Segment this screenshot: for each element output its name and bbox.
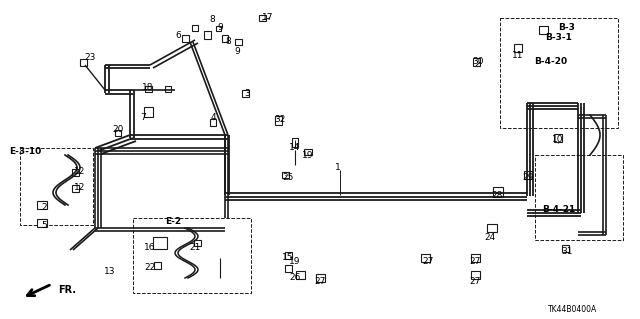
Bar (285, 264, 291, 271)
Text: 19: 19 (289, 257, 301, 266)
Bar (554, 134, 562, 142)
Bar (316, 274, 324, 282)
Bar (37, 219, 47, 227)
Bar (285, 251, 291, 258)
Bar (304, 149, 312, 155)
Bar (72, 168, 79, 175)
Text: 4: 4 (210, 114, 216, 122)
Text: 14: 14 (289, 144, 301, 152)
Bar (204, 31, 211, 39)
Bar (514, 44, 522, 52)
Bar (143, 107, 152, 117)
Bar (538, 26, 547, 34)
Bar (470, 271, 479, 279)
Bar (79, 58, 86, 65)
Bar (37, 201, 47, 209)
Text: 15: 15 (282, 254, 294, 263)
Text: 13: 13 (104, 268, 116, 277)
Text: 9: 9 (217, 24, 223, 33)
Text: 27: 27 (422, 257, 434, 266)
Text: 12: 12 (74, 167, 86, 176)
Bar (72, 184, 79, 191)
Bar (193, 240, 200, 246)
Text: FR.: FR. (58, 285, 76, 295)
Text: 9: 9 (234, 48, 240, 56)
Text: B-3-1: B-3-1 (545, 33, 572, 42)
Text: 26: 26 (289, 273, 301, 283)
Text: 17: 17 (262, 13, 274, 23)
Text: 24: 24 (484, 234, 495, 242)
Bar (275, 115, 282, 124)
Text: 11: 11 (512, 50, 524, 60)
Text: 5: 5 (41, 221, 47, 231)
Text: 27: 27 (314, 278, 326, 286)
Bar (470, 254, 479, 262)
Text: TK44B0400A: TK44B0400A (548, 306, 597, 315)
Bar (493, 187, 503, 197)
Bar (561, 244, 568, 251)
Bar (153, 237, 167, 249)
Text: 27: 27 (469, 257, 481, 266)
Text: 21: 21 (189, 243, 201, 253)
Bar (234, 39, 241, 45)
Text: 6: 6 (175, 31, 181, 40)
Bar (222, 34, 228, 41)
Text: 3: 3 (244, 88, 250, 98)
Text: B-4-20: B-4-20 (534, 57, 568, 66)
Bar (182, 34, 189, 41)
Text: 10: 10 (552, 136, 564, 145)
Text: 8: 8 (209, 16, 215, 25)
Bar (420, 254, 429, 262)
Bar (500, 18, 618, 128)
Text: 8: 8 (225, 38, 231, 47)
Bar (210, 118, 216, 125)
Text: E-2: E-2 (165, 217, 181, 226)
Bar (145, 86, 152, 92)
Bar (524, 171, 532, 179)
Bar (296, 271, 305, 279)
Text: 16: 16 (144, 243, 156, 253)
Bar (241, 90, 248, 97)
Bar (154, 262, 161, 269)
Text: 25: 25 (282, 174, 294, 182)
Text: 2: 2 (41, 204, 47, 212)
Text: 18: 18 (142, 84, 154, 93)
Text: 32: 32 (275, 115, 285, 124)
Bar (216, 26, 221, 31)
Bar (487, 224, 497, 232)
Bar (535, 155, 623, 240)
Bar (192, 25, 198, 31)
Text: B-3: B-3 (559, 24, 575, 33)
Bar (20, 148, 93, 225)
Text: 28: 28 (492, 190, 502, 199)
Text: 31: 31 (561, 248, 573, 256)
Text: 23: 23 (84, 54, 96, 63)
Text: 30: 30 (472, 57, 484, 66)
Bar (292, 137, 298, 146)
Bar (133, 218, 251, 293)
Text: 20: 20 (112, 125, 124, 135)
Text: 22: 22 (145, 263, 156, 272)
Bar (259, 15, 266, 21)
Text: E-3-10: E-3-10 (9, 147, 41, 157)
Bar (165, 86, 171, 92)
Text: B-4-21: B-4-21 (542, 205, 575, 214)
Text: 29: 29 (522, 174, 534, 182)
Text: 12: 12 (74, 183, 86, 192)
Text: 19: 19 (302, 151, 314, 160)
Bar (115, 130, 121, 136)
Bar (472, 58, 479, 66)
Text: 27: 27 (469, 278, 481, 286)
Bar (282, 172, 289, 178)
Text: 1: 1 (335, 164, 341, 173)
Text: 7: 7 (140, 114, 146, 122)
